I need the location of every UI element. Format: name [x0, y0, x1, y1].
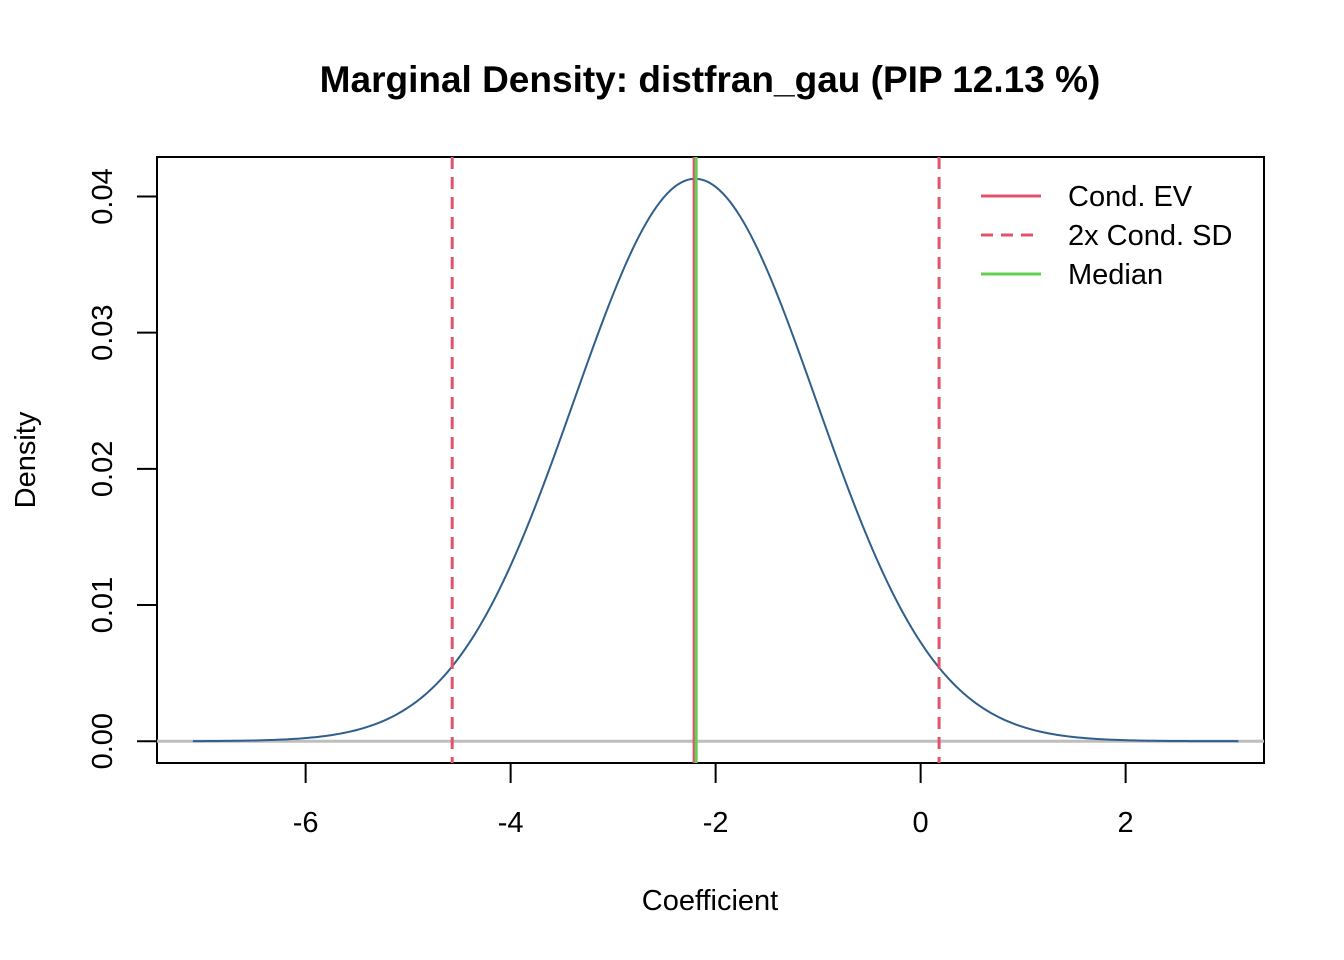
x-tick-label: 2: [1118, 807, 1134, 839]
x-tick-label: -2: [703, 807, 729, 839]
y-tick-label: 0.00: [87, 713, 119, 769]
density-curve: [192, 177, 1239, 743]
legend-label: Median: [1068, 259, 1163, 291]
legend-label: 2x Cond. SD: [1068, 220, 1232, 252]
y-axis: 0.00 0.01 0.02 0.03 0.04: [87, 168, 157, 769]
y-axis-title: Density: [10, 411, 42, 508]
plot-frame: [156, 156, 1265, 764]
y-tick-label: 0.01: [87, 577, 119, 633]
legend: Cond. EV 2x Cond. SD Median: [981, 181, 1232, 291]
x-axis: -6 -4 -2 0 2: [293, 763, 1134, 839]
x-tick-label: 0: [913, 807, 929, 839]
y-tick-label: 0.03: [87, 304, 119, 360]
x-axis-title: Coefficient: [642, 885, 779, 917]
plot-inner: [157, 157, 1264, 763]
x-tick-label: -6: [293, 807, 319, 839]
y-tick-label: 0.04: [87, 168, 119, 224]
plot-area: [157, 157, 1264, 763]
legend-label: Cond. EV: [1068, 181, 1193, 213]
chart-title: Marginal Density: distfran_gau (PIP 12.1…: [320, 59, 1101, 100]
y-tick-label: 0.02: [87, 441, 119, 497]
x-tick-label: -4: [498, 807, 524, 839]
